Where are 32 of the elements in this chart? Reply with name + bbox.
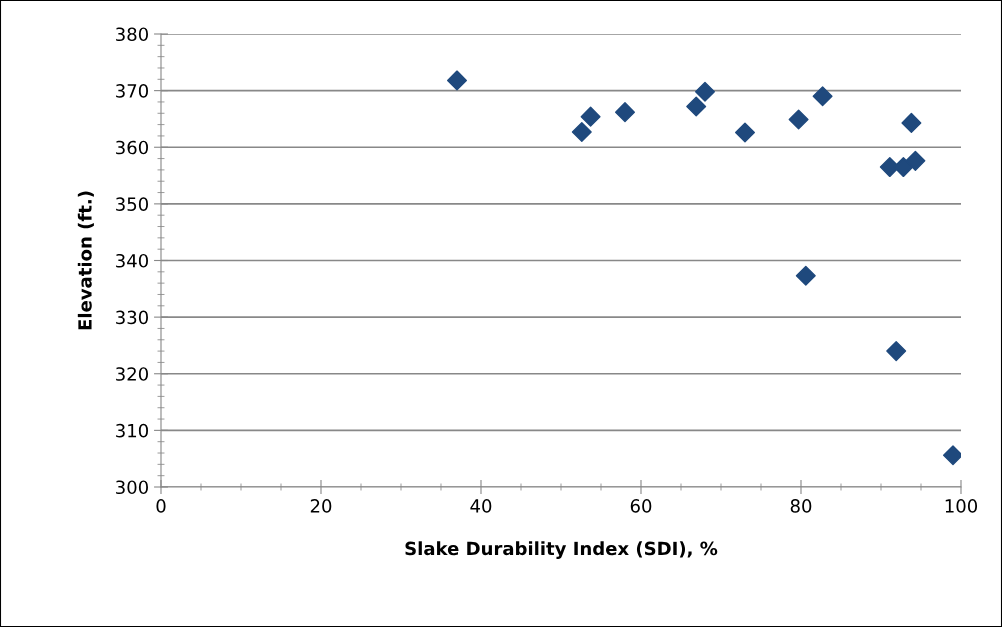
- point: [795, 265, 816, 286]
- x-tick-label: 60: [630, 499, 652, 513]
- y-tick-label: 310: [116, 423, 148, 438]
- point: [694, 81, 716, 102]
- point: [905, 150, 926, 171]
- y-tick-label: 330: [116, 310, 148, 325]
- y-tick-label: 360: [116, 140, 148, 155]
- x-tick-label: 0: [156, 499, 166, 513]
- y-tick-label: 380: [116, 27, 148, 42]
- point: [879, 157, 900, 178]
- point: [580, 106, 601, 127]
- y-tick-label: 320: [116, 367, 148, 381]
- point: [446, 70, 468, 91]
- y-tick-label: 350: [116, 197, 148, 211]
- x-tick-label: 40: [470, 499, 492, 513]
- y-tick-label: 340: [116, 253, 148, 268]
- y-axis-title: Elevation (ft.): [77, 191, 94, 330]
- point: [571, 121, 592, 142]
- point: [614, 102, 636, 123]
- point: [942, 445, 961, 466]
- point: [812, 86, 833, 107]
- x-tick-label: 80: [790, 499, 812, 513]
- y-tick-label: 370: [116, 84, 148, 98]
- x-axis-title: Slake Durability Index (SDI), %: [405, 541, 718, 559]
- y-tick-label: 300: [116, 480, 148, 495]
- point: [686, 96, 707, 117]
- x-tick-label: 100: [945, 499, 978, 513]
- point: [901, 112, 922, 133]
- point: [734, 122, 756, 143]
- x-tick-label: 20: [310, 499, 332, 513]
- point: [788, 109, 809, 130]
- point: [886, 341, 907, 362]
